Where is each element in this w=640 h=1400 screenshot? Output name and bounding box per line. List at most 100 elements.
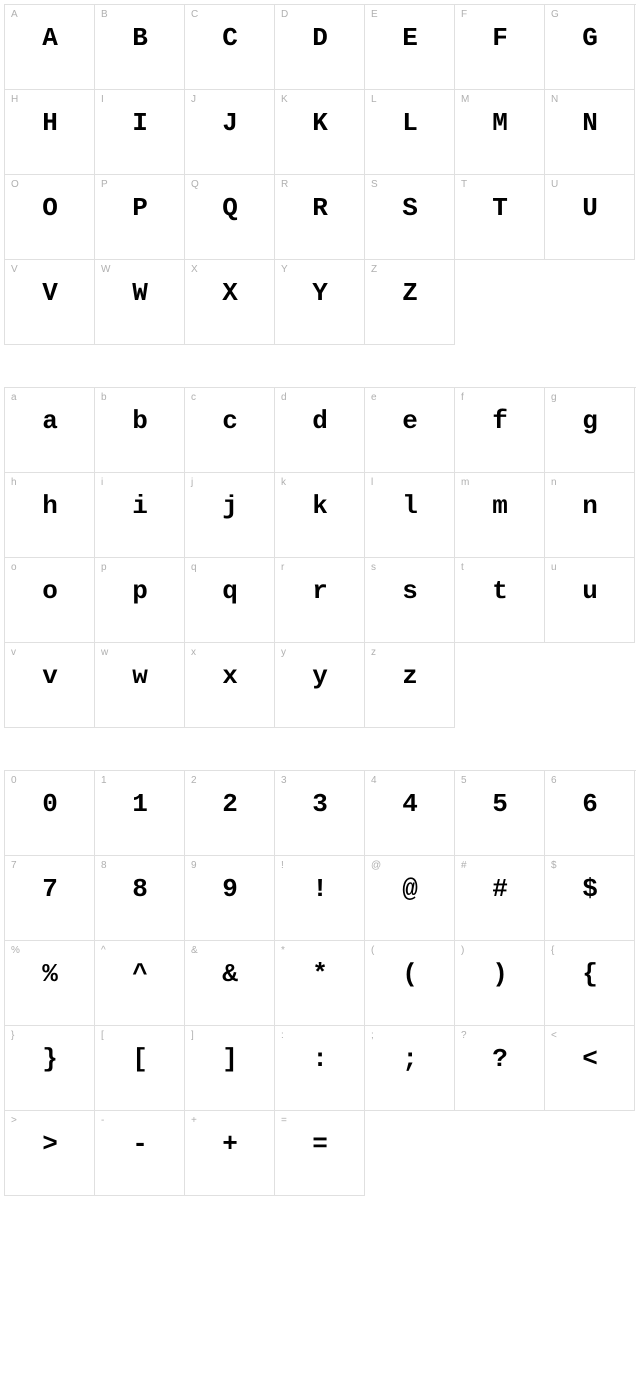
glyph-character: j — [222, 491, 237, 521]
glyph-character: L — [402, 108, 417, 138]
glyph-cell: >> — [5, 1111, 95, 1196]
glyph-cell: xx — [185, 643, 275, 728]
glyph-character: H — [42, 108, 57, 138]
glyph-label: : — [281, 1030, 284, 1041]
glyph-label: T — [461, 179, 467, 190]
glyph-character: & — [222, 959, 237, 989]
glyph-label: u — [551, 562, 557, 573]
glyph-cell: KK — [275, 90, 365, 175]
glyph-label: O — [11, 179, 19, 190]
glyph-character: # — [492, 874, 507, 904]
glyph-cell: dd — [275, 388, 365, 473]
glyph-cell: oo — [5, 558, 95, 643]
empty-cell — [455, 643, 545, 728]
glyph-cell: BB — [95, 5, 185, 90]
glyph-label: [ — [101, 1030, 104, 1041]
glyph-label: 2 — [191, 775, 197, 786]
glyph-cell: 66 — [545, 771, 635, 856]
glyph-cell: ww — [95, 643, 185, 728]
glyph-character: C — [222, 23, 237, 53]
glyph-character: 5 — [492, 789, 507, 819]
glyph-character: y — [312, 661, 327, 691]
glyph-character: i — [132, 491, 147, 521]
glyph-character: w — [132, 661, 147, 691]
glyph-cell: [[ — [95, 1026, 185, 1111]
glyph-cell: ++ — [185, 1111, 275, 1196]
glyph-cell: mm — [455, 473, 545, 558]
glyph-cell: nn — [545, 473, 635, 558]
glyph-label: F — [461, 9, 467, 20]
glyph-label: N — [551, 94, 558, 105]
glyph-character: e — [402, 406, 417, 436]
glyph-cell: CC — [185, 5, 275, 90]
glyph-label: g — [551, 392, 557, 403]
glyph-label: 3 — [281, 775, 287, 786]
glyph-cell: $$ — [545, 856, 635, 941]
glyph-cell: DD — [275, 5, 365, 90]
glyph-character: A — [42, 23, 57, 53]
glyph-label: b — [101, 392, 107, 403]
glyph-label: 7 — [11, 860, 17, 871]
glyph-character: } — [42, 1044, 57, 1074]
glyph-character: x — [222, 661, 237, 691]
glyph-label: v — [11, 647, 16, 658]
glyph-cell: @@ — [365, 856, 455, 941]
glyph-character: @ — [402, 874, 417, 904]
glyph-character: Y — [312, 278, 327, 308]
glyph-character: f — [492, 406, 507, 436]
glyph-character: < — [582, 1044, 597, 1074]
glyph-character: u — [582, 576, 597, 606]
glyph-cell: ss — [365, 558, 455, 643]
glyph-cell: jj — [185, 473, 275, 558]
glyph-label: Y — [281, 264, 288, 275]
glyph-label: ? — [461, 1030, 467, 1041]
glyph-label: # — [461, 860, 467, 871]
glyph-label: & — [191, 945, 198, 956]
empty-cell — [365, 1111, 455, 1196]
glyph-cell: cc — [185, 388, 275, 473]
glyph-character: 1 — [132, 789, 147, 819]
glyph-character: o — [42, 576, 57, 606]
glyph-character: K — [312, 108, 327, 138]
empty-cell — [545, 643, 635, 728]
glyph-cell: PP — [95, 175, 185, 260]
glyph-label: + — [191, 1115, 197, 1126]
glyph-label: n — [551, 477, 557, 488]
empty-cell — [545, 1111, 635, 1196]
glyph-label: e — [371, 392, 377, 403]
glyph-label: r — [281, 562, 284, 573]
glyph-cell: 22 — [185, 771, 275, 856]
glyph-character: n — [582, 491, 597, 521]
glyph-cell: VV — [5, 260, 95, 345]
glyph-character: s — [402, 576, 417, 606]
glyph-character: 6 — [582, 789, 597, 819]
glyph-cell: GG — [545, 5, 635, 90]
glyph-character: % — [42, 959, 57, 989]
glyph-cell: JJ — [185, 90, 275, 175]
glyph-character: S — [402, 193, 417, 223]
glyph-character: h — [42, 491, 57, 521]
glyph-cell: 33 — [275, 771, 365, 856]
glyph-cell: -- — [95, 1111, 185, 1196]
glyph-label: A — [11, 9, 18, 20]
glyph-character: c — [222, 406, 237, 436]
glyph-label: i — [101, 477, 103, 488]
glyph-cell: aa — [5, 388, 95, 473]
glyph-label: t — [461, 562, 464, 573]
glyph-cell: !! — [275, 856, 365, 941]
glyph-label: Z — [371, 264, 377, 275]
glyph-label: W — [101, 264, 110, 275]
glyph-cell: hh — [5, 473, 95, 558]
glyph-label: B — [101, 9, 108, 20]
glyph-cell: %% — [5, 941, 95, 1026]
glyph-cell: 11 — [95, 771, 185, 856]
glyph-cell: vv — [5, 643, 95, 728]
glyph-character: ^ — [132, 959, 147, 989]
glyph-label: 0 — [11, 775, 17, 786]
glyph-label: c — [191, 392, 196, 403]
glyph-cell: ]] — [185, 1026, 275, 1111]
glyph-cell: WW — [95, 260, 185, 345]
glyph-cell: ^^ — [95, 941, 185, 1026]
glyph-cell: gg — [545, 388, 635, 473]
glyph-character: * — [312, 959, 327, 989]
